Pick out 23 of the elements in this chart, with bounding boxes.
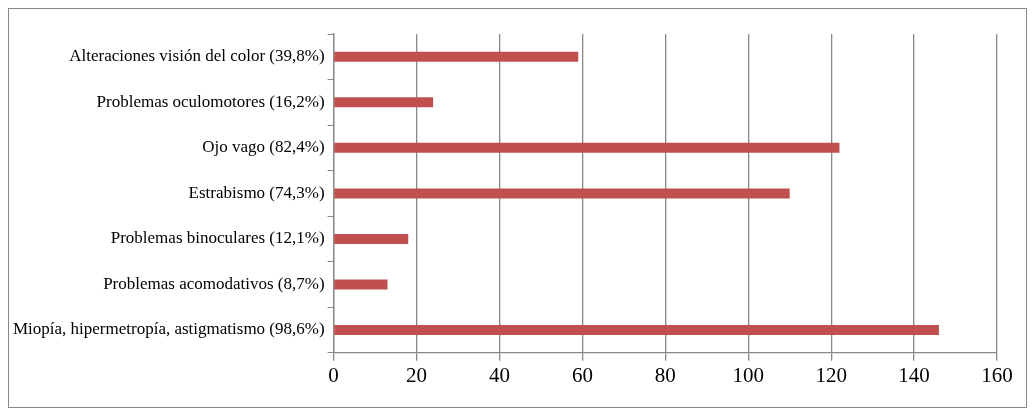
x-tick-label: 40 xyxy=(488,362,510,387)
x-tick-label: 60 xyxy=(571,362,593,387)
x-tick-label: 160 xyxy=(981,362,1013,387)
y-tick-label: Miopía, hipermetropía, astigmatismo (98,6%) xyxy=(12,319,325,339)
x-tick-label: 100 xyxy=(732,362,764,387)
bar xyxy=(334,279,388,290)
x-tick-label: 80 xyxy=(654,362,676,387)
x-tick-label: 140 xyxy=(898,362,930,387)
y-tick-label: Estrabismo (74,3%) xyxy=(188,182,325,202)
bar xyxy=(334,188,790,199)
x-tick-label: 0 xyxy=(328,362,339,387)
y-tick-label: Problemas acomodativos (8,7%) xyxy=(103,273,325,293)
bar xyxy=(334,51,579,62)
y-tick-label: Alteraciones visión del color (39,8%) xyxy=(69,46,325,66)
bar xyxy=(334,233,409,244)
bar xyxy=(334,142,840,153)
bar xyxy=(334,97,434,108)
bar xyxy=(334,325,939,336)
x-tick-label: 120 xyxy=(815,362,847,387)
y-tick-label: Ojo vago (82,4%) xyxy=(202,137,325,157)
y-tick-label: Problemas oculomotores (16,2%) xyxy=(96,91,325,111)
x-tick-label: 20 xyxy=(406,362,428,387)
y-tick-label: Problemas binoculares (12,1%) xyxy=(110,228,325,248)
